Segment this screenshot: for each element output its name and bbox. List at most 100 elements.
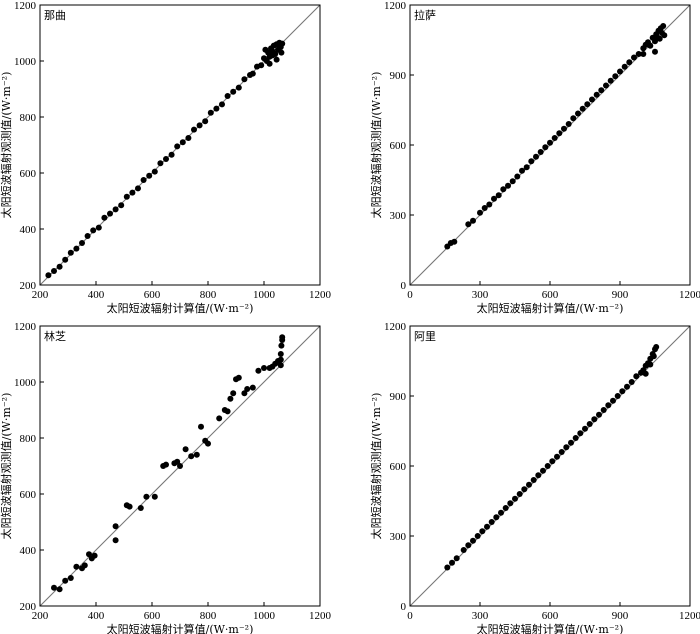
data-point [213, 105, 220, 112]
data-point [491, 195, 497, 202]
data-point [205, 440, 211, 447]
data-point [528, 158, 535, 165]
x-tick-label: 1000 [253, 289, 276, 301]
y-tick-label: 1200 [384, 321, 407, 333]
data-point [617, 68, 623, 75]
data-point [640, 51, 647, 57]
data-point [549, 458, 556, 465]
y-tick-label: 600 [20, 168, 37, 180]
data-point [633, 373, 640, 380]
panel-title: 阿里 [414, 330, 436, 343]
data-point [582, 425, 588, 432]
data-point [465, 542, 472, 549]
data-point [512, 495, 518, 502]
data-point [486, 201, 493, 208]
y-tick-label: 1000 [14, 377, 37, 389]
x-tick-label: 1000 [253, 610, 276, 622]
data-point [185, 135, 192, 141]
data-point [460, 547, 467, 553]
data-point [198, 423, 204, 430]
data-point [219, 101, 225, 108]
data-point [647, 42, 654, 49]
y-tick-label: 0 [401, 601, 407, 613]
x-axis-title: 太阳短波辐射计算值/(W·m⁻²) [477, 301, 624, 315]
data-point [188, 453, 195, 460]
data-point [91, 552, 98, 559]
chart-panel-3: 200 400 600 800 1000 1200 200 400 600 800 1000 1200… [0, 321, 332, 634]
y-tick-label: 800 [20, 433, 37, 445]
data-point [241, 76, 248, 83]
data-point [626, 59, 633, 66]
data-point [135, 185, 141, 192]
data-point [656, 35, 663, 42]
data-point [143, 493, 150, 500]
data-point [572, 435, 579, 441]
data-point [505, 182, 511, 189]
data-point [230, 390, 237, 397]
data-point [635, 51, 642, 57]
panel-title: 林芝 [44, 329, 66, 343]
data-point [621, 63, 628, 70]
data-point [451, 238, 458, 245]
data-point [235, 374, 242, 381]
y-tick-label: 1200 [14, 321, 37, 333]
data-point [600, 407, 607, 413]
y-tick-label: 900 [390, 70, 407, 82]
data-point [647, 361, 654, 368]
x-tick-label: 600 [542, 610, 559, 622]
data-point [565, 121, 572, 127]
y-tick-label: 900 [390, 391, 407, 403]
data-point [568, 439, 574, 446]
data-point [561, 125, 567, 132]
data-point [449, 559, 455, 566]
data-point [465, 221, 472, 228]
y-axis-title: 太阳短波辐射观测值/(W·m⁻²) [369, 393, 383, 540]
data-point [519, 167, 525, 174]
data-point [90, 227, 97, 234]
data-point [279, 40, 286, 47]
data-point [151, 493, 158, 500]
data-point [277, 362, 284, 369]
data-point [507, 500, 514, 507]
y-tick-label: 300 [390, 531, 407, 543]
data-point [56, 586, 63, 593]
data-point [481, 205, 488, 211]
data-point [266, 60, 273, 67]
data-point [244, 386, 251, 392]
data-point [255, 367, 262, 374]
data-point [586, 421, 593, 427]
x-axis-title: 太阳短波辐射计算值/(W·m⁻²) [107, 301, 254, 315]
data-point [514, 173, 521, 180]
y-tick-label: 200 [20, 280, 37, 292]
data-point [151, 168, 158, 175]
y-tick-label: 300 [390, 210, 407, 222]
data-point [73, 245, 80, 252]
x-tick-label: 400 [88, 289, 105, 301]
data-point [258, 62, 265, 69]
data-point [516, 491, 523, 497]
y-tick-label: 600 [390, 140, 407, 152]
data-point [277, 351, 284, 357]
data-point [163, 156, 169, 162]
y-tick-label: 0 [401, 280, 407, 292]
data-point [179, 139, 186, 146]
y-tick-label: 1000 [14, 56, 37, 68]
x-tick-label: 300 [472, 289, 489, 301]
data-point [202, 118, 209, 125]
data-point [112, 523, 119, 530]
data-point [612, 73, 619, 80]
data-point [653, 344, 660, 350]
data-point [224, 408, 231, 415]
data-point [262, 46, 269, 53]
data-point [610, 397, 616, 404]
x-tick-label: 800 [200, 289, 217, 301]
data-point [79, 240, 85, 246]
data-point [493, 514, 500, 521]
y-tick-label: 200 [20, 601, 37, 613]
data-point [509, 178, 516, 185]
data-point [278, 49, 285, 56]
x-axis-title: 太阳短波辐射计算值/(W·m⁻²) [107, 622, 254, 634]
x-axis-title: 太阳短波辐射计算值/(W·m⁻²) [477, 622, 624, 634]
data-point [521, 486, 528, 493]
